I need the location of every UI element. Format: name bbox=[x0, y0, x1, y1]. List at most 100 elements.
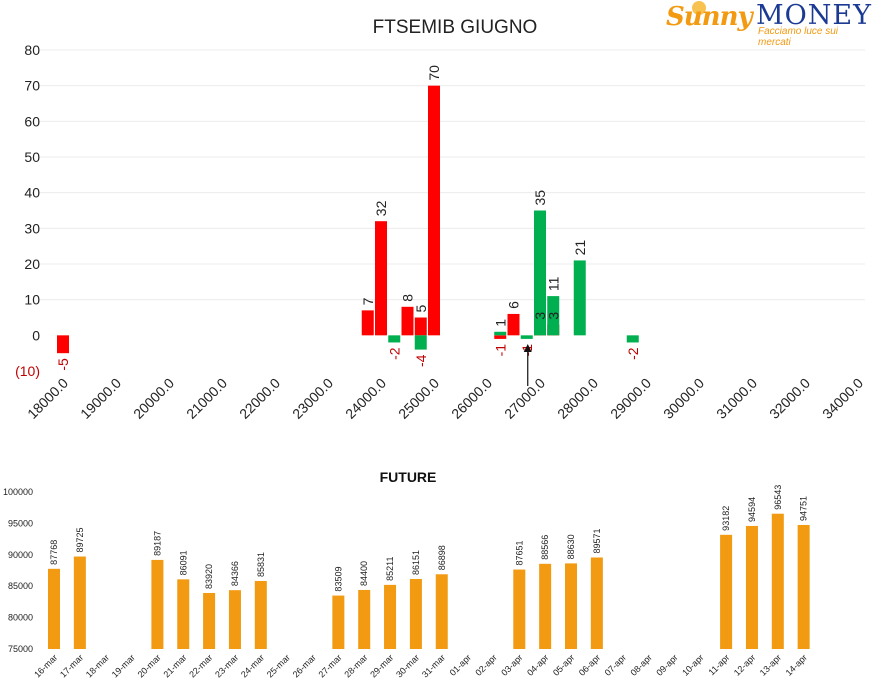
option-value-label: -1 bbox=[492, 344, 508, 357]
future-bar bbox=[48, 568, 60, 649]
sun-icon bbox=[692, 1, 706, 15]
y-tick-label: 40 bbox=[24, 185, 40, 201]
options-y-axis: 80 70 60 50 40 30 20 10 0 (10) bbox=[15, 42, 40, 379]
option-value-label: 21 bbox=[572, 240, 588, 256]
future-x-tick-label: 27-mar bbox=[317, 652, 344, 679]
option-bar bbox=[388, 335, 401, 343]
future-value-label: 88630 bbox=[566, 534, 576, 559]
x-tick-label: 24000.0 bbox=[342, 375, 389, 422]
future-x-tick-label: 28-mar bbox=[342, 652, 369, 679]
future-bar bbox=[358, 589, 371, 649]
option-bar bbox=[626, 335, 639, 343]
future-value-label: 93182 bbox=[721, 506, 731, 531]
future-y-tick-label: 80000 bbox=[8, 613, 33, 623]
option-value-label: 7 bbox=[360, 297, 376, 305]
option-value-label: -2 bbox=[386, 347, 402, 360]
future-value-label: 89725 bbox=[75, 527, 85, 552]
option-value-label: 35 bbox=[532, 190, 548, 206]
future-value-label: 83509 bbox=[333, 567, 343, 592]
y-tick-label: 80 bbox=[24, 42, 40, 58]
future-bar bbox=[720, 534, 733, 649]
future-x-tick-label: 12-apr bbox=[732, 652, 757, 677]
option-bar bbox=[494, 331, 507, 336]
future-bar bbox=[228, 590, 241, 649]
future-value-label: 85211 bbox=[385, 557, 395, 581]
option-value-label: 32 bbox=[373, 200, 389, 216]
x-tick-label: 23000.0 bbox=[289, 375, 336, 422]
chart-title-future: FUTURE bbox=[380, 469, 437, 485]
future-x-tick-label: 22-mar bbox=[187, 652, 214, 679]
future-value-label: 94594 bbox=[747, 497, 757, 522]
option-bar bbox=[534, 210, 546, 336]
x-tick-label: 21000.0 bbox=[183, 375, 230, 422]
future-x-tick-label: 29-mar bbox=[368, 652, 395, 679]
future-x-tick-label: 31-mar bbox=[420, 652, 447, 679]
future-x-tick-label: 05-apr bbox=[551, 652, 576, 677]
y-tick-label: 30 bbox=[24, 220, 40, 236]
future-x-tick-label: 14-apr bbox=[784, 652, 809, 677]
future-value-label: 86091 bbox=[178, 550, 188, 575]
x-tick-label: 20000.0 bbox=[130, 375, 177, 422]
future-value-label: 85831 bbox=[256, 552, 266, 577]
option-value-label: -5 bbox=[55, 358, 71, 371]
x-tick-label: 19000.0 bbox=[77, 375, 124, 422]
future-y-tick-label: 100000 bbox=[3, 487, 33, 497]
future-x-axis: 16-mar17-mar18-mar19-mar20-mar21-mar22-m… bbox=[32, 652, 809, 679]
future-bar bbox=[73, 556, 86, 649]
option-bar bbox=[414, 335, 427, 350]
x-tick-label: 29000.0 bbox=[607, 375, 654, 422]
future-bar bbox=[151, 559, 164, 649]
future-value-label: 94751 bbox=[799, 496, 809, 521]
x-tick-label: 18000.0 bbox=[24, 375, 71, 422]
future-bar bbox=[332, 595, 345, 649]
logo-brand-left: Sunny bbox=[666, 2, 753, 32]
logo-tagline: Facciamo luce sui mercati bbox=[758, 26, 839, 48]
option-bar bbox=[507, 313, 520, 336]
y-tick-label: 20 bbox=[24, 256, 40, 272]
future-bar bbox=[590, 557, 603, 649]
future-bar bbox=[565, 563, 577, 649]
future-bar bbox=[797, 524, 810, 649]
x-tick-label: 26000.0 bbox=[448, 375, 495, 422]
future-x-tick-label: 13-apr bbox=[758, 652, 783, 677]
option-value-label: 1 bbox=[492, 319, 508, 327]
option-value-label: 3 bbox=[545, 312, 561, 320]
x-tick-label: 25000.0 bbox=[395, 375, 442, 422]
option-bar bbox=[547, 296, 560, 336]
future-value-label: 96543 bbox=[773, 485, 783, 510]
future-bar bbox=[384, 584, 397, 649]
future-x-tick-label: 03-apr bbox=[499, 652, 524, 677]
option-bar bbox=[401, 306, 414, 336]
x-tick-label: 30000.0 bbox=[660, 375, 707, 422]
options-bars bbox=[57, 85, 639, 354]
future-x-tick-label: 19-mar bbox=[110, 652, 137, 679]
x-tick-label: 32000.0 bbox=[766, 375, 813, 422]
option-bar bbox=[414, 317, 427, 336]
chart-title-options: FTSEMIB GIUGNO bbox=[373, 17, 538, 38]
future-x-tick-label: 10-apr bbox=[680, 652, 705, 677]
future-value-label: 88566 bbox=[540, 535, 550, 560]
x-tick-label: 31000.0 bbox=[713, 375, 760, 422]
future-x-tick-label: 02-apr bbox=[473, 652, 498, 677]
future-x-tick-label: 17-mar bbox=[58, 652, 85, 679]
future-value-label: 84400 bbox=[359, 561, 369, 586]
future-value-label: 83920 bbox=[204, 564, 214, 589]
price-marker-arrow bbox=[523, 344, 532, 386]
future-x-tick-label: 09-apr bbox=[654, 652, 679, 677]
x-tick-label: 22000.0 bbox=[236, 375, 283, 422]
future-value-label: 86151 bbox=[411, 550, 421, 575]
future-y-tick-label: 90000 bbox=[8, 550, 33, 560]
future-y-tick-label: 95000 bbox=[8, 518, 33, 528]
future-x-tick-label: 11-apr bbox=[707, 652, 732, 677]
future-x-tick-label: 25-mar bbox=[265, 652, 292, 679]
option-bar bbox=[520, 335, 533, 339]
option-value-label: 8 bbox=[400, 294, 416, 302]
option-bar bbox=[573, 260, 586, 336]
y-tick-label: 50 bbox=[24, 149, 40, 165]
future-bar bbox=[539, 563, 552, 649]
future-bar bbox=[513, 569, 526, 649]
y-tick-label: 10 bbox=[24, 292, 40, 308]
marker-arrowhead bbox=[523, 344, 532, 352]
option-value-label: -2 bbox=[625, 347, 641, 360]
